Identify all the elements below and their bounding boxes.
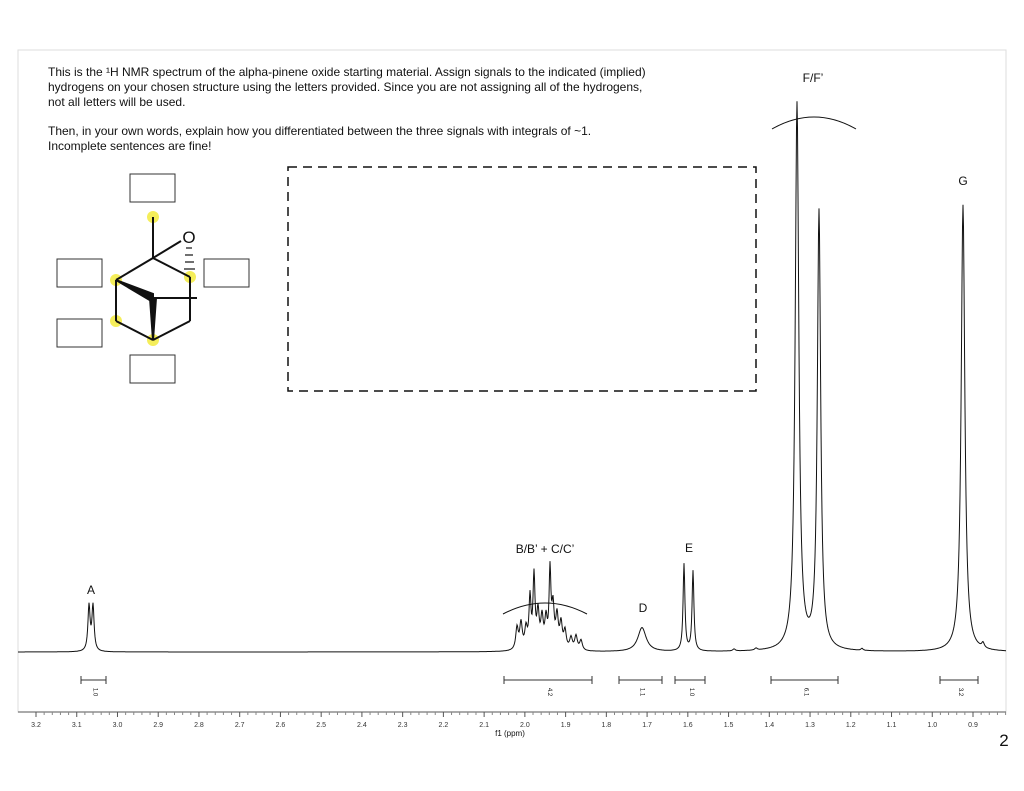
tick-label: 2.3 <box>398 722 408 729</box>
integral-bar <box>618 676 663 684</box>
answer-slot[interactable] <box>129 173 176 203</box>
tick-label: 2.0 <box>520 722 530 729</box>
integral-bar <box>80 676 107 684</box>
integral-bar <box>503 676 593 684</box>
tick-label: 3.0 <box>113 722 123 729</box>
integral-value: 1.1 <box>639 688 645 697</box>
integral-value: 4.2 <box>546 688 552 697</box>
oxygen-label: O <box>182 228 195 247</box>
integral-bar <box>939 676 979 684</box>
answer-slot[interactable] <box>56 258 103 288</box>
peak-label: E <box>685 541 693 555</box>
tick-label: 3.1 <box>72 722 82 729</box>
tick-label: 2.9 <box>153 722 163 729</box>
tick-label: 1.3 <box>805 722 815 729</box>
integral-value: 3.2 <box>957 688 963 697</box>
tick-label: 1.0 <box>927 722 937 729</box>
integral-value: 1.0 <box>688 688 694 697</box>
peak-label: A <box>87 583 95 597</box>
tick-label: 2.8 <box>194 722 204 729</box>
instruction-line: not all letters will be used. <box>48 95 185 109</box>
instruction-line: Incomplete sentences are fine! <box>48 139 211 153</box>
answer-slot[interactable] <box>129 354 176 384</box>
tick-label: 2.5 <box>316 722 326 729</box>
tick-label: 1.4 <box>764 722 774 729</box>
tick-label: 2.7 <box>235 722 245 729</box>
tick-label: 1.8 <box>601 722 611 729</box>
tick-label: 3.2 <box>31 722 41 729</box>
structure: O <box>110 211 197 346</box>
integral-value: 1.0 <box>92 688 98 697</box>
tick-label: 1.6 <box>683 722 693 729</box>
answer-slot[interactable] <box>56 318 103 348</box>
tick-label: 0.9 <box>968 722 978 729</box>
answer-box[interactable] <box>287 166 757 392</box>
integral-bar <box>674 676 706 684</box>
instruction-line: hydrogens on your chosen structure using… <box>48 80 642 94</box>
tick-label: 1.9 <box>561 722 571 729</box>
instruction-line: Then, in your own words, explain how you… <box>48 124 591 138</box>
peak-label: F/F’ <box>803 71 824 85</box>
tick-label: 2.4 <box>357 722 367 729</box>
answer-slot[interactable] <box>203 258 250 288</box>
tick-label: 1.5 <box>724 722 734 729</box>
tick-label: 1.7 <box>642 722 652 729</box>
peak-label: D <box>639 601 648 615</box>
multiplet-arc <box>502 602 588 615</box>
integral-value: 6.1 <box>803 688 809 697</box>
peak-label: G <box>958 174 967 188</box>
tick-label: 2.2 <box>439 722 449 729</box>
page-number: 2 <box>999 731 1008 750</box>
integral-bar <box>770 676 839 684</box>
tick-label: 1.1 <box>887 722 897 729</box>
spectrum-trace <box>18 101 1006 653</box>
instruction-line: This is the ¹H NMR spectrum of the alpha… <box>48 65 646 79</box>
tick-label: 2.6 <box>276 722 286 729</box>
axis-label: f1 (ppm) <box>495 729 525 738</box>
peak-label: B/B’ + C/C’ <box>516 542 575 556</box>
tick-label: 1.2 <box>846 722 856 729</box>
multiplet-arc <box>771 116 857 130</box>
tick-label: 2.1 <box>479 722 489 729</box>
